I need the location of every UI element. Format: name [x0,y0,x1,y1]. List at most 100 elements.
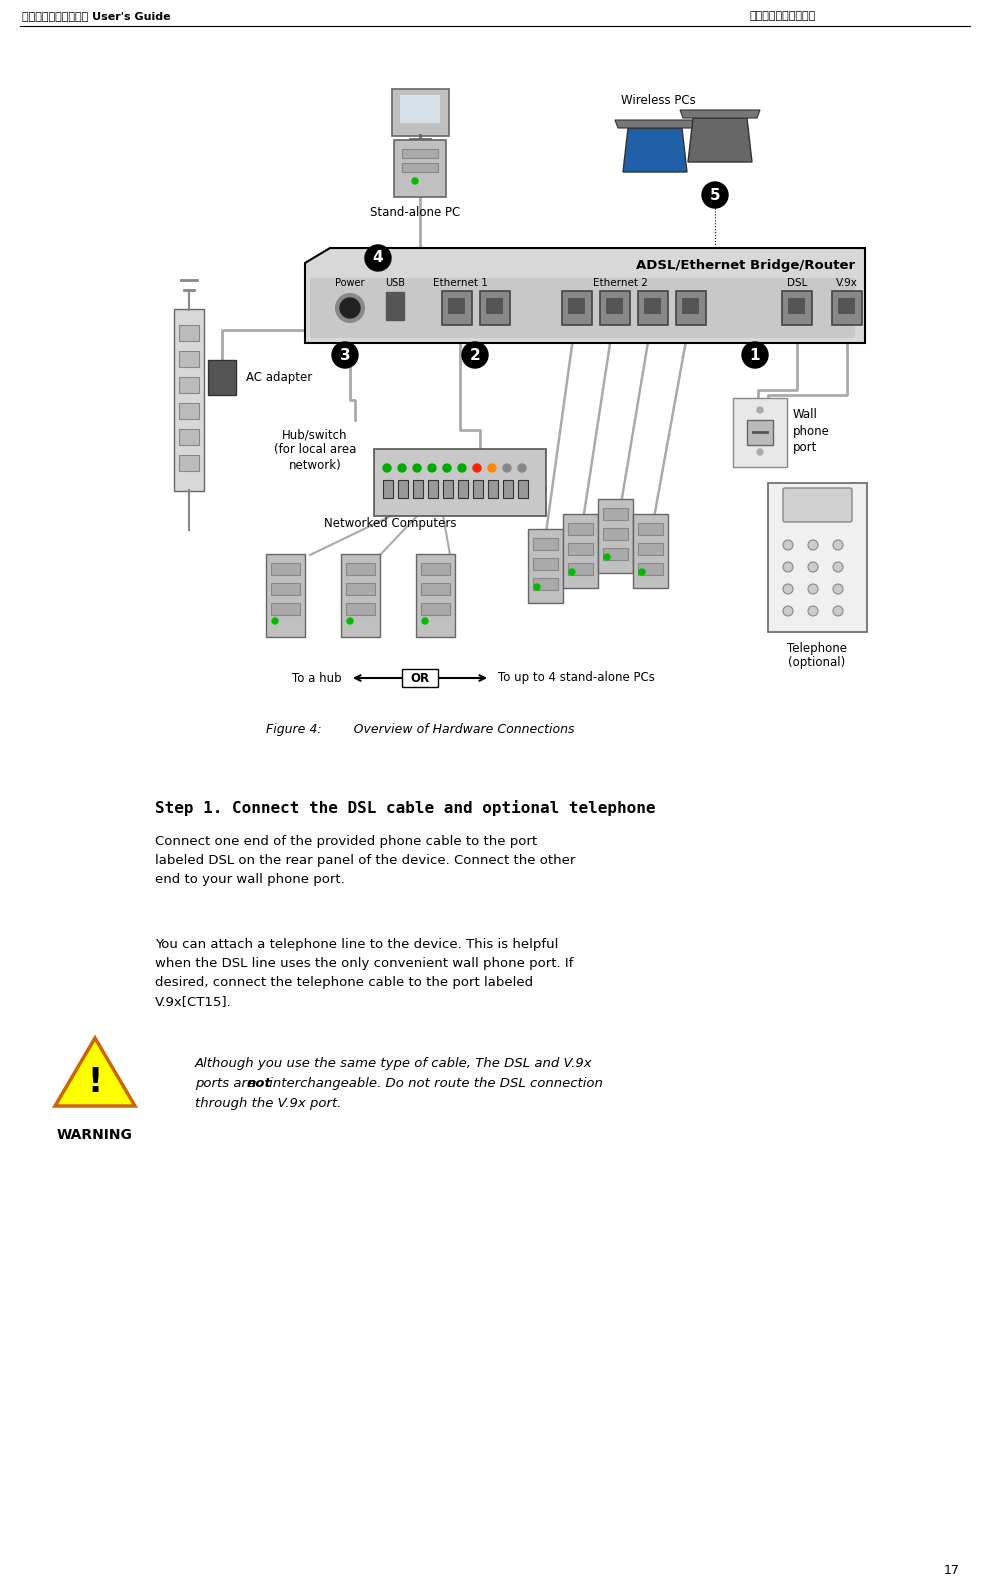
FancyBboxPatch shape [402,163,438,171]
Text: Ethernet 1: Ethernet 1 [433,278,487,289]
Circle shape [422,619,428,623]
Text: 錯誤！尚未定義樣式。: 錯誤！尚未定義樣式。 [750,11,816,21]
Text: Connect one end of the provided phone cable to the port
labeled DSL on the rear : Connect one end of the provided phone ca… [155,834,575,887]
FancyBboxPatch shape [533,558,558,569]
Circle shape [347,619,353,623]
FancyBboxPatch shape [271,584,300,595]
FancyBboxPatch shape [421,563,450,576]
FancyBboxPatch shape [603,528,628,539]
FancyBboxPatch shape [638,542,663,555]
FancyBboxPatch shape [783,488,852,522]
Text: AC adapter: AC adapter [246,371,312,384]
FancyBboxPatch shape [488,481,498,498]
FancyBboxPatch shape [346,563,375,576]
Circle shape [503,465,511,473]
Text: !: ! [87,1066,103,1099]
Circle shape [808,584,818,595]
Circle shape [757,449,763,455]
FancyBboxPatch shape [392,89,449,136]
Circle shape [383,465,391,473]
FancyBboxPatch shape [682,298,699,314]
Circle shape [783,561,793,573]
FancyBboxPatch shape [600,290,630,325]
Circle shape [272,619,278,623]
Circle shape [833,584,843,595]
Text: Wall: Wall [793,409,818,422]
Circle shape [428,465,436,473]
Circle shape [808,539,818,550]
Text: network): network) [289,458,342,471]
Text: Although you use the same type of cable, The DSL and V.9x: Although you use the same type of cable,… [195,1056,593,1071]
Text: (optional): (optional) [788,657,845,669]
Text: 錯誤！尚未定義樣式。 User's Guide: 錯誤！尚未定義樣式。 User's Guide [22,11,170,21]
FancyBboxPatch shape [473,481,483,498]
Text: Stand-alone PC: Stand-alone PC [370,206,460,219]
FancyBboxPatch shape [598,500,633,573]
FancyBboxPatch shape [568,298,585,314]
FancyBboxPatch shape [633,514,668,588]
Circle shape [783,539,793,550]
Circle shape [783,584,793,595]
Text: phone: phone [793,425,830,438]
FancyBboxPatch shape [383,481,393,498]
Circle shape [569,569,575,576]
FancyBboxPatch shape [413,481,423,498]
Text: ports are: ports are [195,1077,259,1090]
Circle shape [833,606,843,615]
FancyBboxPatch shape [568,563,593,576]
FancyBboxPatch shape [528,530,563,603]
FancyBboxPatch shape [398,481,408,498]
FancyBboxPatch shape [443,481,453,498]
FancyBboxPatch shape [676,290,706,325]
Text: To up to 4 stand-alone PCs: To up to 4 stand-alone PCs [498,671,654,685]
FancyBboxPatch shape [374,449,546,515]
FancyBboxPatch shape [638,563,663,576]
Circle shape [783,606,793,615]
Circle shape [413,465,421,473]
Text: WARNING: WARNING [57,1128,133,1142]
FancyBboxPatch shape [442,290,472,325]
Circle shape [332,343,358,368]
Polygon shape [680,109,760,117]
Circle shape [473,465,481,473]
FancyBboxPatch shape [503,481,513,498]
Circle shape [742,343,768,368]
Circle shape [534,584,540,590]
FancyBboxPatch shape [179,403,199,419]
Circle shape [398,465,406,473]
FancyBboxPatch shape [603,508,628,520]
FancyBboxPatch shape [402,149,438,159]
FancyBboxPatch shape [416,554,455,638]
FancyBboxPatch shape [533,538,558,550]
FancyBboxPatch shape [448,298,465,314]
Text: Power: Power [336,278,364,289]
FancyBboxPatch shape [733,398,787,466]
FancyBboxPatch shape [518,481,528,498]
Circle shape [757,408,763,412]
FancyBboxPatch shape [788,298,805,314]
FancyBboxPatch shape [606,298,623,314]
Text: Hub/switch: Hub/switch [282,428,347,441]
FancyBboxPatch shape [208,360,236,395]
FancyBboxPatch shape [428,481,438,498]
FancyBboxPatch shape [386,292,404,320]
FancyBboxPatch shape [310,278,855,338]
Circle shape [702,182,728,208]
Polygon shape [688,117,752,162]
FancyBboxPatch shape [179,351,199,366]
Text: port: port [793,441,818,455]
Text: Figure 4:        Overview of Hardware Connections: Figure 4: Overview of Hardware Connectio… [265,723,574,736]
FancyBboxPatch shape [533,577,558,590]
Circle shape [604,554,610,560]
Circle shape [808,561,818,573]
Text: 5: 5 [710,187,721,203]
FancyBboxPatch shape [480,290,510,325]
Circle shape [833,539,843,550]
FancyBboxPatch shape [563,514,598,588]
Text: through the V.9x port.: through the V.9x port. [195,1098,342,1110]
FancyBboxPatch shape [271,603,300,615]
Text: V.9x: V.9x [837,278,858,289]
Text: not: not [247,1077,271,1090]
Text: 4: 4 [372,251,383,265]
FancyBboxPatch shape [638,523,663,534]
